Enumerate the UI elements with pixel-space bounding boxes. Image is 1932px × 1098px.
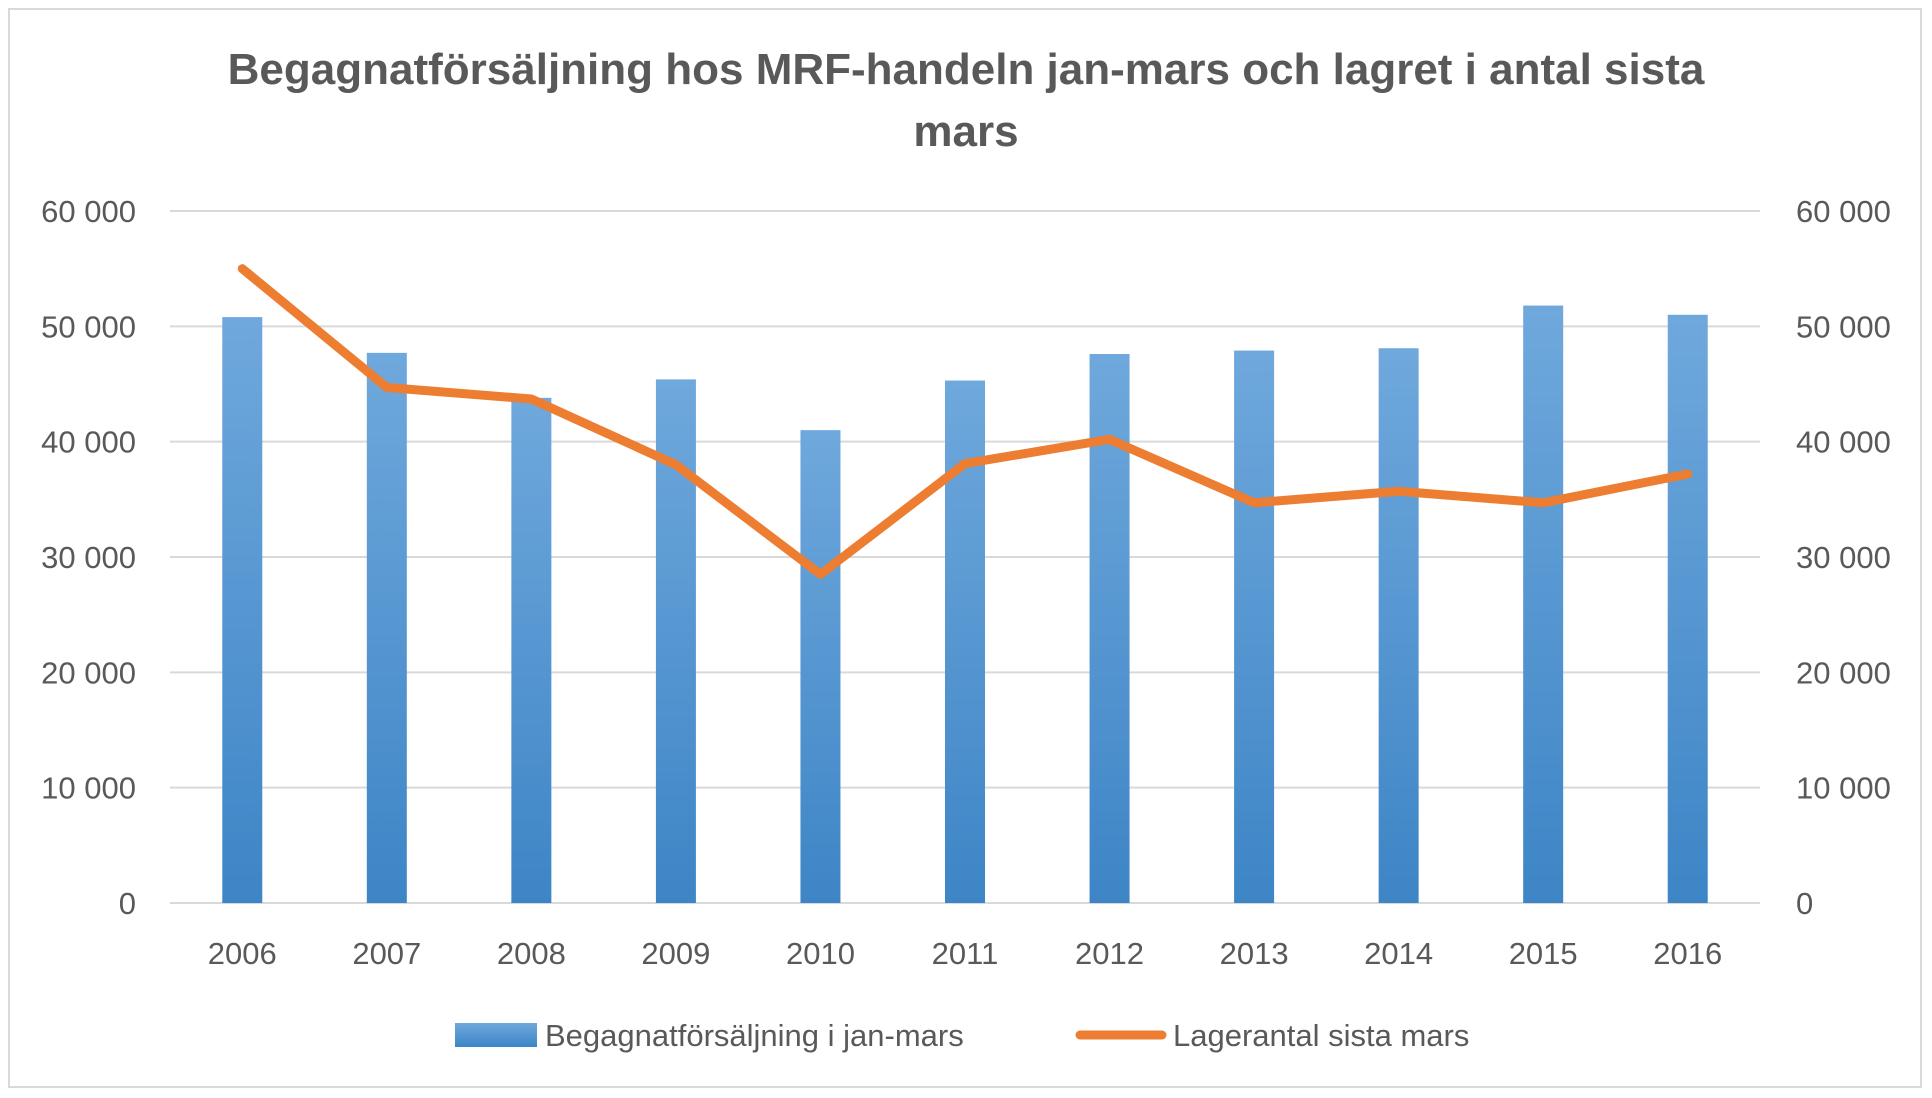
y-right-tick-label: 10 000 <box>1796 771 1891 806</box>
legend-label-bar: Begagnatförsäljning i jan-mars <box>545 1018 964 1053</box>
chart-title-line-2: mars <box>913 107 1018 156</box>
bar <box>1667 314 1708 903</box>
axes: 0 10 000 20 000 30 000 40 000 50 000 60 000 0 10… <box>41 194 1891 971</box>
y-left-tick-label: 30 000 <box>41 540 136 575</box>
chart-title-line-1: Begagnatförsäljning hos MRF-handeln jan-… <box>228 45 1705 94</box>
bar <box>1234 350 1275 903</box>
x-tick-label: 2012 <box>1075 936 1144 971</box>
y-right-tick-label: 40 000 <box>1796 425 1891 460</box>
y-right-tick-label: 30 000 <box>1796 540 1891 575</box>
x-tick-label: 2016 <box>1653 936 1722 971</box>
bar <box>1378 348 1419 903</box>
x-tick-label: 2008 <box>497 936 566 971</box>
bar <box>222 317 263 903</box>
y-left-tick-label: 0 <box>119 886 136 921</box>
x-tick-label: 2007 <box>352 936 421 971</box>
line-series <box>237 264 1693 579</box>
y-left-tick-label: 50 000 <box>41 309 136 344</box>
x-tick-label: 2013 <box>1220 936 1289 971</box>
bar <box>511 397 552 903</box>
y-right-tick-label: 20 000 <box>1796 655 1891 690</box>
x-tick-label: 2015 <box>1509 936 1578 971</box>
y-right-tick-label: 60 000 <box>1796 194 1891 229</box>
y-left-tick-label: 60 000 <box>41 194 136 229</box>
y-right-tick-label: 0 <box>1796 886 1813 921</box>
bar-series <box>222 305 1708 904</box>
y-left-tick-label: 20 000 <box>41 655 136 690</box>
y-left-tick-label: 10 000 <box>41 771 136 806</box>
legend: Begagnatförsäljning i jan-mars Lageranta… <box>455 1018 1469 1053</box>
bar <box>800 430 841 903</box>
x-tick-label: 2006 <box>208 936 277 971</box>
x-tick-label: 2014 <box>1364 936 1433 971</box>
bar <box>366 352 407 903</box>
x-tick-label: 2009 <box>641 936 710 971</box>
x-tick-label: 2010 <box>786 936 855 971</box>
legend-swatch-bar <box>455 1023 537 1047</box>
legend-label-line: Lagerantal sista mars <box>1173 1018 1469 1053</box>
y-left-tick-label: 40 000 <box>41 425 136 460</box>
bar <box>1523 305 1564 903</box>
x-tick-label: 2011 <box>932 936 999 971</box>
y-right-tick-label: 50 000 <box>1796 309 1891 344</box>
